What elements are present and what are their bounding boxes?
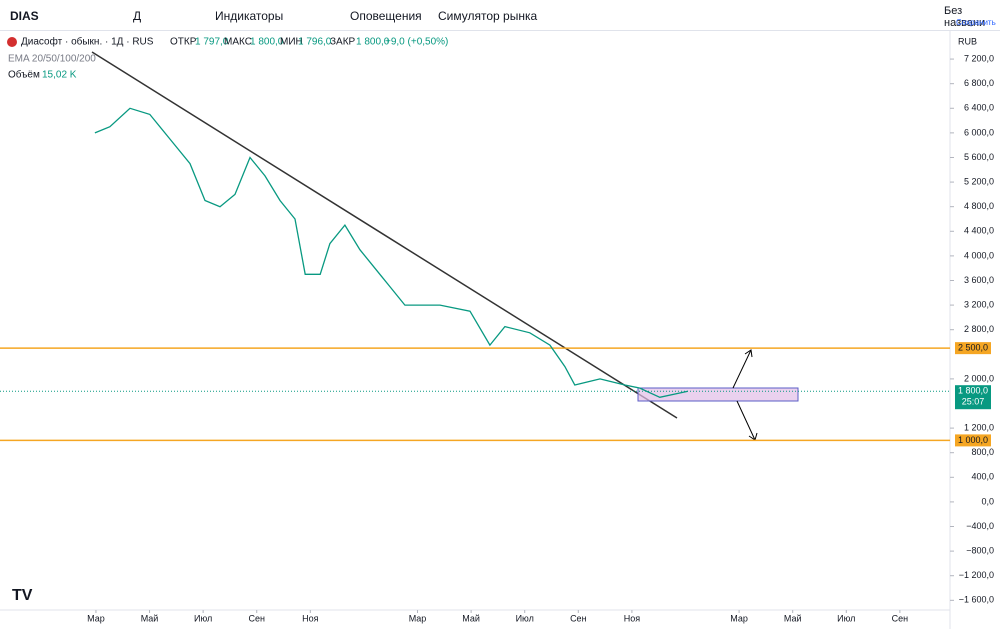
legend-label: МАКС <box>224 37 252 48</box>
y-tick-label: 3 200,0 <box>964 299 994 309</box>
y-tick-label: 400,0 <box>971 472 994 482</box>
ema-legend: EMA 20/50/100/200 <box>8 54 96 65</box>
replay-button[interactable]: Симулятор рынка <box>438 9 538 23</box>
save-button[interactable]: Сохранить <box>956 18 996 27</box>
toolbar: DIAS Д Индикаторы Оповещения Симулятор р… <box>0 0 1000 31</box>
range-box <box>637 387 799 402</box>
level-label: 1 000,0 <box>958 435 988 445</box>
layout-name[interactable]: Без названи <box>944 5 986 29</box>
y-tick-label: 5 200,0 <box>964 176 994 186</box>
x-tick-label: Июл <box>516 613 534 623</box>
plot-bg <box>0 31 1000 629</box>
legend-change: +9,0 (+0,50%) <box>385 37 448 48</box>
y-tick-label: 1 200,0 <box>964 422 994 432</box>
y-tick-label: 6 400,0 <box>964 103 994 113</box>
currency: RUB <box>958 36 977 46</box>
arrow-up <box>732 349 752 389</box>
y-tick-label: −400,0 <box>966 521 994 531</box>
symbol-logo <box>7 37 17 47</box>
tv-logo: TV <box>12 587 33 604</box>
x-tick-label: Ноя <box>624 613 641 623</box>
level-tag <box>955 434 991 447</box>
last-price-label: 1 800,0 <box>958 386 988 396</box>
y-tick-label: 2 800,0 <box>964 324 994 334</box>
legend-label: МИН <box>280 37 303 48</box>
legend-value: 1 800,0 <box>356 37 390 48</box>
y-tick-label: −1 200,0 <box>959 570 994 580</box>
x-tick-label: Мар <box>409 613 427 623</box>
y-tick-label: 4 800,0 <box>964 201 994 211</box>
y-tick-label: −1 600,0 <box>959 595 994 605</box>
legend-title: Диасофт · обыкн. · 1Д · RUS <box>21 36 154 48</box>
alerts-button[interactable]: Оповещения <box>350 9 422 23</box>
level-tag <box>955 342 991 355</box>
interval[interactable]: Д <box>133 9 142 23</box>
x-tick-label: Ноя <box>302 613 319 623</box>
y-tick-label: 4 400,0 <box>964 226 994 236</box>
x-tick-label: Май <box>462 613 480 623</box>
y-tick-label: 800,0 <box>971 447 994 457</box>
x-tick-label: Июл <box>837 613 855 623</box>
y-tick-label: 7 200,0 <box>964 53 994 63</box>
legend-value: 1 800,0 <box>250 37 284 48</box>
countdown: 25:07 <box>962 397 985 407</box>
y-tick-label: −800,0 <box>966 545 994 555</box>
x-tick-label: Мар <box>87 613 105 623</box>
y-tick-label: 4 000,0 <box>964 250 994 260</box>
x-tick-label: Май <box>784 613 802 623</box>
volume-value: 15,02 K <box>42 70 77 81</box>
x-tick-label: Июл <box>194 613 212 623</box>
y-tick-label: 2 000,0 <box>964 373 994 383</box>
legend-label: ЗАКР <box>330 37 356 48</box>
level-label: 2 500,0 <box>958 343 988 353</box>
symbol[interactable]: DIAS <box>10 9 39 23</box>
y-tick-label: 3 600,0 <box>964 275 994 285</box>
arrow-up-head <box>744 349 753 358</box>
y-tick-label: 0,0 <box>981 496 994 506</box>
x-tick-label: Сен <box>248 613 265 623</box>
y-tick-label: 6 000,0 <box>964 127 994 137</box>
trend-line <box>91 51 678 419</box>
x-tick-label: Сен <box>570 613 587 623</box>
y-tick-label: 6 800,0 <box>964 78 994 88</box>
volume-label: Объём <box>8 69 40 81</box>
legend-value: 1 797,0 <box>195 37 229 48</box>
x-tick-label: Сен <box>892 613 909 623</box>
indicators-button[interactable]: Индикаторы <box>215 9 284 23</box>
legend-label: ОТКР <box>170 37 197 48</box>
x-tick-label: Мар <box>730 613 748 623</box>
arrow-down <box>736 400 756 441</box>
last-price-tag <box>955 385 991 410</box>
legend-value: 1 796,0 <box>298 37 332 48</box>
y-tick-label: 5 600,0 <box>964 152 994 162</box>
price-line <box>94 107 689 398</box>
x-tick-label: Май <box>141 613 159 623</box>
